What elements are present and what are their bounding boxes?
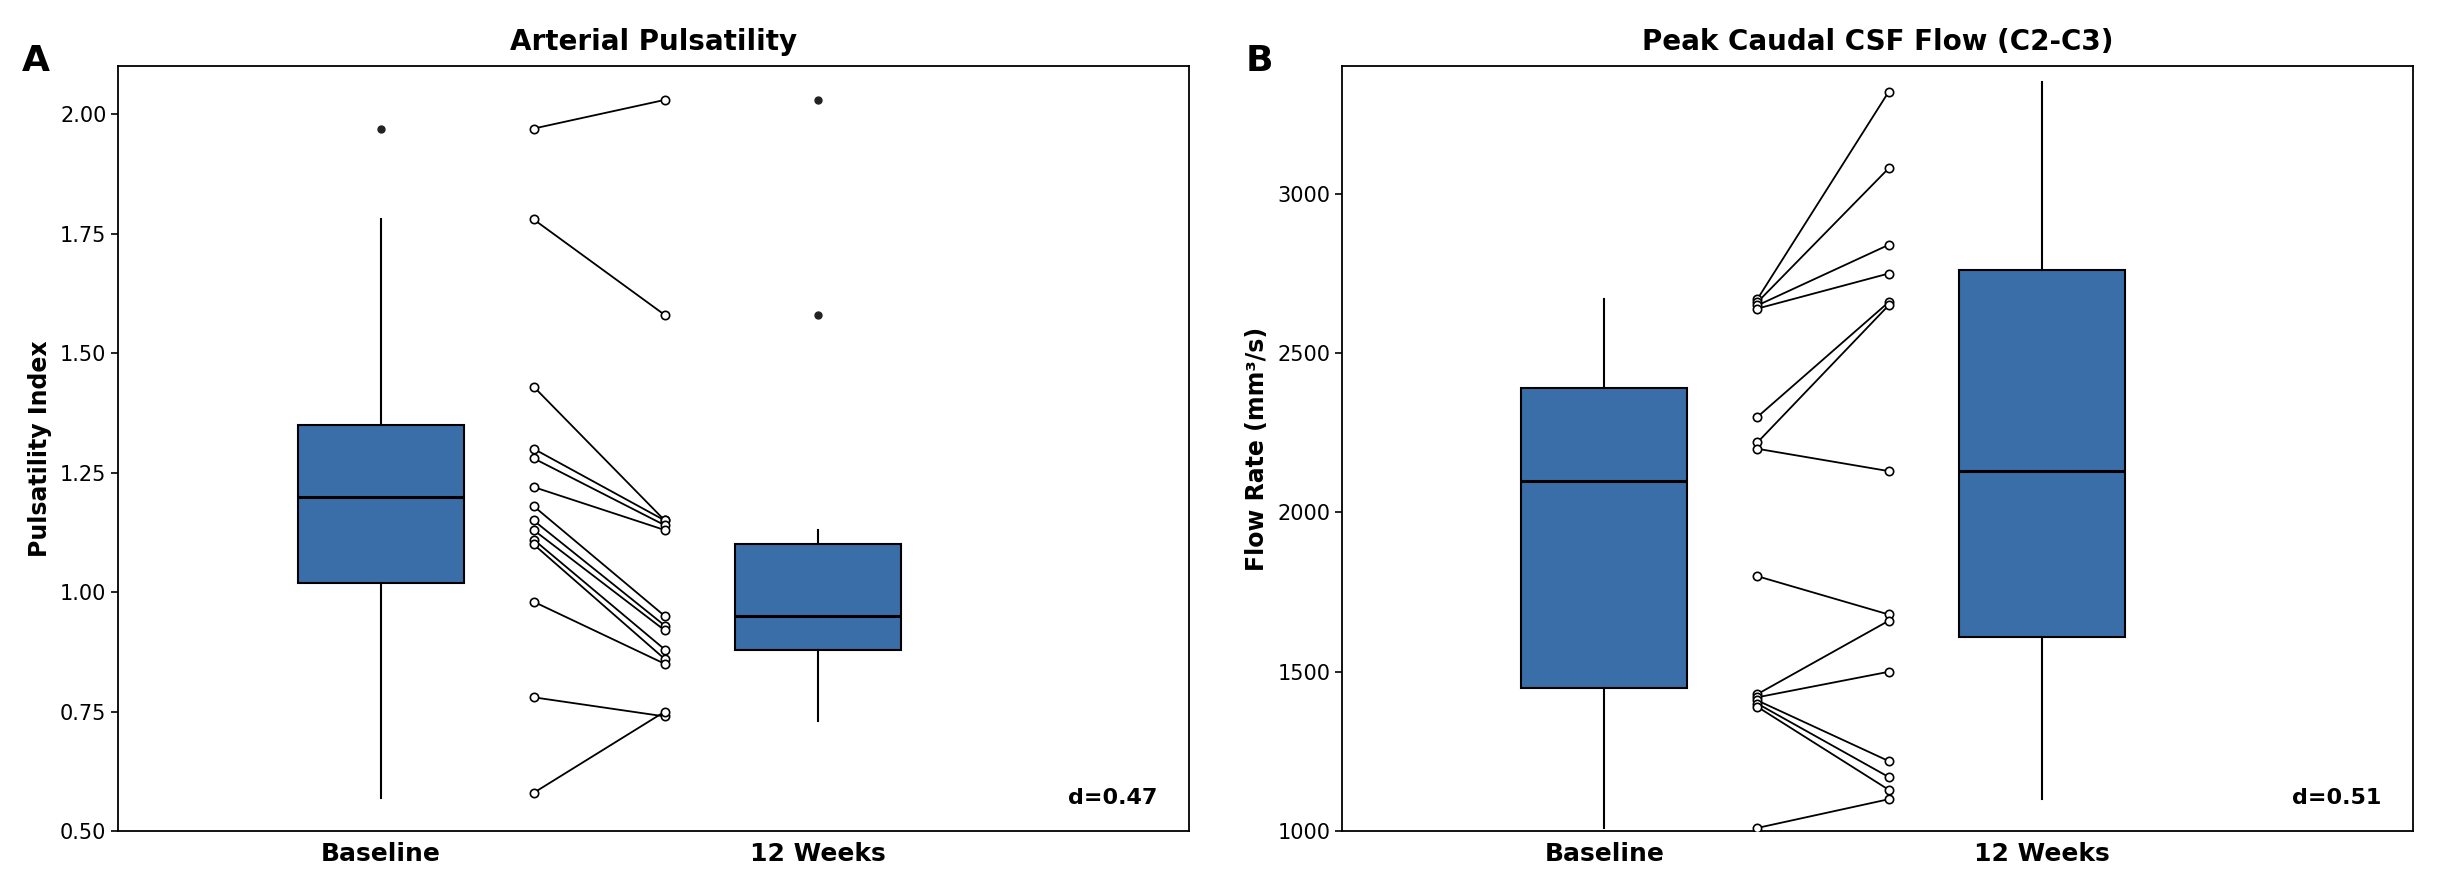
Text: d=0.51: d=0.51 xyxy=(2292,789,2380,808)
Title: Arterial Pulsatility: Arterial Pulsatility xyxy=(510,28,798,55)
Text: A: A xyxy=(22,44,49,78)
Bar xyxy=(1521,388,1687,687)
Bar xyxy=(1958,270,2124,637)
Y-axis label: Pulsatility Index: Pulsatility Index xyxy=(27,341,51,557)
Title: Peak Caudal CSF Flow (C2-C3): Peak Caudal CSF Flow (C2-C3) xyxy=(1643,28,2114,55)
Text: d=0.47: d=0.47 xyxy=(1067,789,1157,808)
Text: B: B xyxy=(1245,44,1274,78)
Y-axis label: Flow Rate (mm³/s): Flow Rate (mm³/s) xyxy=(1245,326,1269,571)
Bar xyxy=(298,425,464,583)
Bar xyxy=(735,544,901,650)
